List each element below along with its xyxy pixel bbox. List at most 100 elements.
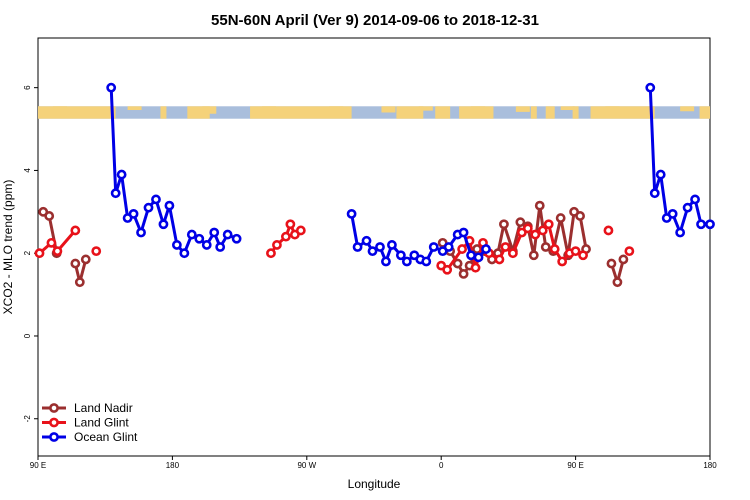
land-band-segment: [545, 106, 555, 119]
chart-title: 55N-60N April (Ver 9) 2014-09-06 to 2018…: [211, 12, 539, 29]
data-point: [387, 240, 397, 250]
legend-marker: [49, 432, 59, 442]
data-point: [549, 244, 560, 254]
data-point: [367, 246, 378, 257]
series-ocean-glint: [106, 82, 715, 267]
data-point: [649, 188, 660, 199]
data-point: [515, 217, 526, 228]
legend-marker: [49, 417, 59, 428]
data-point: [285, 219, 296, 230]
data-point: [222, 229, 233, 240]
data-point: [570, 246, 581, 257]
land-band-fleck: [471, 106, 486, 114]
data-point: [381, 256, 391, 267]
land-band-fleck: [381, 106, 396, 113]
data-point: [52, 246, 63, 257]
series-line: [441, 204, 588, 276]
data-point: [421, 256, 432, 267]
data-point: [543, 219, 554, 230]
y-tick-label: 0: [23, 333, 32, 338]
data-point: [557, 256, 568, 267]
series-layer: [34, 82, 715, 288]
data-point: [537, 225, 548, 236]
data-point: [158, 219, 169, 230]
land-band-fleck: [52, 106, 67, 113]
y-tick-label: -2: [23, 415, 32, 423]
data-point: [116, 169, 127, 180]
data-point: [428, 242, 439, 252]
data-point: [164, 200, 175, 211]
data-point: [346, 208, 357, 219]
data-point: [280, 231, 291, 242]
x-tick-label: 90 E: [30, 461, 46, 470]
series-line: [38, 229, 77, 255]
land-band-segment: [590, 106, 655, 119]
y-tick-label: 6: [23, 85, 32, 90]
data-point: [443, 242, 454, 252]
data-point: [151, 194, 161, 205]
data-point: [618, 254, 629, 265]
data-point: [401, 256, 412, 267]
data-point: [209, 227, 220, 238]
data-point: [194, 233, 205, 244]
plot-frame: [37, 37, 711, 457]
data-point: [442, 264, 453, 275]
x-tick-label: 90 E: [567, 461, 583, 470]
x-axis: 90 E 180 90 W 0 90 E 180: [30, 456, 717, 470]
data-point: [231, 233, 242, 244]
data-point: [470, 262, 481, 273]
land-ocean-band: [38, 106, 710, 119]
data-point: [34, 248, 45, 259]
land-band-fleck: [329, 106, 344, 115]
data-point: [46, 237, 57, 248]
legend-label: Land Nadir: [74, 401, 133, 415]
data-point: [215, 242, 226, 252]
x-axis-label: Longitude: [348, 477, 401, 491]
series-land-glint: [34, 219, 635, 275]
data-point: [128, 208, 139, 219]
data-point: [375, 242, 385, 252]
data-point: [201, 240, 212, 250]
data-point: [481, 244, 491, 254]
data-point: [44, 211, 55, 221]
data-point: [624, 246, 635, 257]
data-point: [272, 240, 282, 250]
legend-marker: [49, 403, 59, 413]
series-line: [648, 87, 710, 234]
data-point: [507, 248, 518, 259]
land-band-fleck: [605, 106, 620, 114]
land-band-segment: [396, 106, 424, 119]
data-point: [74, 277, 85, 288]
data-point: [186, 229, 197, 240]
land-band-fleck: [680, 106, 695, 112]
land-band-segment: [530, 106, 537, 119]
data-point: [530, 229, 541, 240]
data-point: [457, 244, 468, 254]
data-point: [500, 242, 511, 252]
data-point: [675, 227, 686, 238]
data-point: [534, 200, 545, 211]
data-point: [499, 219, 509, 230]
data-point: [603, 225, 614, 236]
x-tick-label: 180: [166, 461, 180, 470]
data-point: [466, 250, 476, 261]
land-band-fleck: [418, 106, 433, 111]
data-point: [266, 248, 276, 259]
data-point: [540, 242, 551, 252]
land-band-segment: [572, 106, 579, 119]
data-point: [655, 169, 666, 180]
data-point: [295, 225, 306, 236]
land-band-fleck: [515, 106, 530, 112]
data-point: [361, 235, 372, 246]
legend-label: Land Glint: [74, 416, 129, 430]
y-axis: -2 0 2 4 6: [23, 85, 38, 422]
data-point: [91, 246, 102, 257]
data-point: [690, 194, 700, 205]
data-point: [528, 250, 539, 261]
data-point: [494, 254, 505, 265]
data-point: [578, 250, 588, 261]
data-point: [106, 82, 117, 93]
data-point: [171, 240, 182, 250]
